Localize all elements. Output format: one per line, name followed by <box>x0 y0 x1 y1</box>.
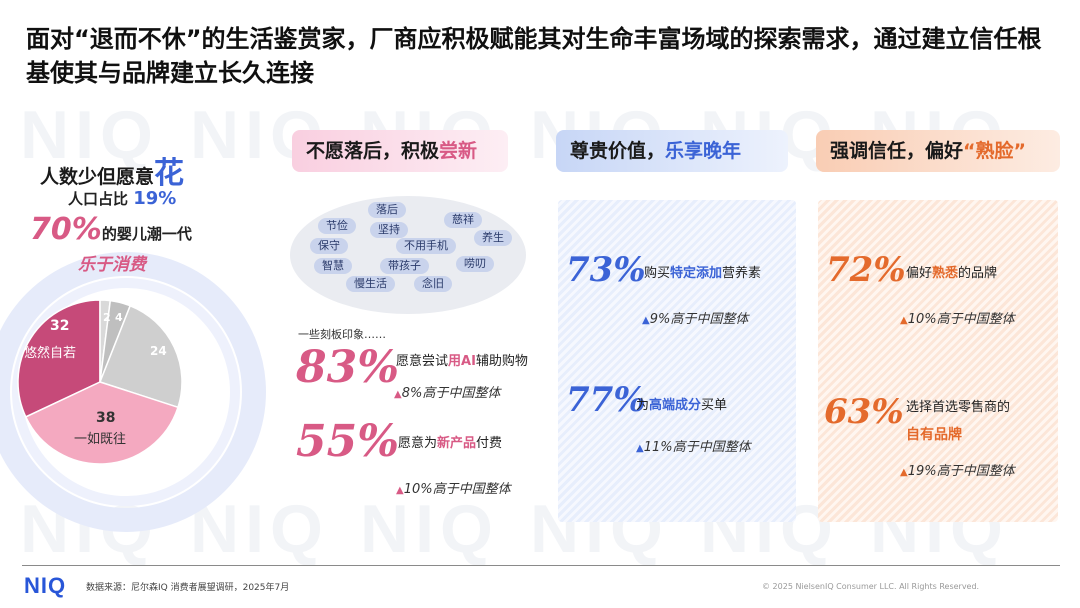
stat-text-accent: 特定添加 <box>670 266 723 281</box>
stat-text-part: 购买 <box>644 266 671 281</box>
footer-divider <box>22 565 1060 566</box>
stat-text-part: 付费 <box>476 436 503 451</box>
header-accent: “熟脸” <box>963 140 1026 162</box>
header-trust: 强调信任，偏好“熟脸” <box>816 130 1060 172</box>
pie-slice-1 <box>17 299 101 418</box>
willing-to-spend: 乐于消费 <box>78 255 146 275</box>
up-arrow-icon: ▲ <box>636 443 644 454</box>
up-arrow-icon: ▲ <box>900 467 908 478</box>
delta-text: 8%高于中国整体 <box>401 386 501 401</box>
stereotype-note: 一些刻板印象…… <box>298 328 386 341</box>
header-accent: 尝新 <box>439 140 478 162</box>
slice-value-5: 38 <box>96 410 116 426</box>
delta-text: 11%高于中国整体 <box>643 440 751 455</box>
stereotype-tag: 养生 <box>474 230 512 246</box>
headline-emphasis: 花 <box>154 156 185 191</box>
data-source: 数据来源：尼尔森IQ 消费者展望调研，2025年7月 <box>86 583 290 593</box>
decorative-ring-inner <box>12 278 240 506</box>
stat-text-part: 愿意尝试 <box>396 354 449 369</box>
stat-nutrients-text: 购买特定添加营养素 <box>644 262 761 281</box>
header-try-new: 不愿落后，积极尝新 <box>292 130 508 172</box>
stereotype-tag: 不用手机 <box>396 238 456 254</box>
stat-text-accent: 高端成分 <box>649 398 702 413</box>
slice-value-2: 2 <box>103 311 111 324</box>
up-arrow-icon: ▲ <box>900 315 908 326</box>
headline-text: 人数少但愿意 <box>40 166 155 188</box>
delta-text: 10%高于中国整体 <box>907 312 1015 327</box>
stat-text-part: 营养素 <box>722 266 762 281</box>
stereotype-tag: 慢生活 <box>346 276 395 292</box>
slice-label-5: 一如既往 <box>74 432 127 447</box>
slice-label-1: 悠然自若 <box>24 346 77 361</box>
up-arrow-icon: ▲ <box>394 389 402 400</box>
stat-text-accent: 熟悉 <box>932 266 959 281</box>
stat-private-label-text: 选择首选零售商的 <box>906 400 1011 415</box>
stereotype-tag: 坚持 <box>370 222 408 238</box>
stat-premium-ingredients-text: 为高端成分买单 <box>636 394 727 413</box>
stat-ai-shopping-value: 83% <box>296 342 400 393</box>
stat-new-product-delta: ▲10%高于中国整体 <box>396 478 511 497</box>
stereotype-tag: 带孩子 <box>380 258 429 274</box>
copyright: © 2025 NielsenIQ Consumer LLC. All Right… <box>762 582 980 591</box>
headline-spend: 人数少但愿意花 <box>40 148 184 192</box>
stat-ai-shopping-delta: ▲8%高于中国整体 <box>394 382 500 401</box>
stat-premium-ingredients-delta: ▲11%高于中国整体 <box>636 436 751 455</box>
slice-value-4: 24 <box>150 344 167 358</box>
slice-value-1: 32 <box>50 318 70 334</box>
boomer-share: 70%的婴儿潮一代 <box>30 212 192 247</box>
stereotype-tag: 保守 <box>310 238 348 254</box>
page-title: 面对“退而不休”的生活鉴赏家，厂商应积极赋能其对生命丰富场域的探索需求，通过建立… <box>26 25 1042 87</box>
pie-slice-4 <box>99 304 183 409</box>
stereotype-tag: 节俭 <box>318 218 356 234</box>
population-share: 人口占比 19% <box>68 188 176 209</box>
stereotype-tag: 智慧 <box>314 258 352 274</box>
stereotype-tag: 唠叨 <box>456 256 494 272</box>
stat-ai-shopping-text: 愿意尝试用AI辅助购物 <box>396 350 528 369</box>
stat-text-part: 买单 <box>701 398 728 413</box>
stat-private-label-accent: 自有品牌 <box>906 427 962 443</box>
stat-text-part: 偏好 <box>906 266 933 281</box>
stat-premium-ingredients-value: 77% <box>566 380 646 420</box>
delta-text: 10%高于中国整体 <box>403 482 511 497</box>
stat-text-part: 为 <box>636 398 650 413</box>
up-arrow-icon: ▲ <box>642 315 650 326</box>
stat-text-accent: 用AI <box>448 354 476 369</box>
population-label: 人口占比 <box>68 190 129 208</box>
stat-familiar-brand-text: 偏好熟悉的品牌 <box>906 262 997 281</box>
delta-text: 19%高于中国整体 <box>907 464 1015 479</box>
header-accent: 乐享晚年 <box>665 140 742 162</box>
stat-text-part: 的品牌 <box>958 266 998 281</box>
stat-text-part: 愿意为 <box>398 436 438 451</box>
population-pct: 19% <box>133 188 177 209</box>
stat-private-label-value: 63% <box>824 392 904 432</box>
stat-familiar-brand-delta: ▲10%高于中国整体 <box>900 308 1015 327</box>
header-text: 强调信任，偏好 <box>830 140 964 162</box>
header-premium: 尊贵价值，乐享晚年 <box>556 130 788 172</box>
stat-nutrients-value: 73% <box>566 250 646 290</box>
header-text: 不愿落后，积极 <box>306 140 440 162</box>
stereotype-cloud <box>290 196 526 314</box>
stat-familiar-brand-value: 72% <box>826 250 906 290</box>
delta-text: 9%高于中国整体 <box>649 312 749 327</box>
stat-private-label-delta: ▲19%高于中国整体 <box>900 460 1015 479</box>
panel-premium <box>558 200 796 522</box>
boomer-label: 的婴儿潮一代 <box>101 225 192 243</box>
boomer-pct: 70% <box>30 212 102 247</box>
stereotype-tag: 念旧 <box>414 276 452 292</box>
stat-new-product-text: 愿意为新产品付费 <box>398 432 502 451</box>
niq-logo: NIQ <box>24 573 67 598</box>
stat-text-accent: 新产品 <box>437 436 477 451</box>
stereotype-tag: 落后 <box>368 202 406 218</box>
stat-new-product-value: 55% <box>296 416 400 467</box>
stat-nutrients-delta: ▲9%高于中国整体 <box>642 308 748 327</box>
stat-text-part: 辅助购物 <box>475 354 528 369</box>
stereotype-tag: 慈祥 <box>444 212 482 228</box>
slice-value-3: 4 <box>115 311 123 324</box>
header-text: 尊贵价值， <box>570 140 666 162</box>
up-arrow-icon: ▲ <box>396 485 404 496</box>
panel-trust <box>818 200 1058 522</box>
pie-slice-5 <box>24 381 179 465</box>
